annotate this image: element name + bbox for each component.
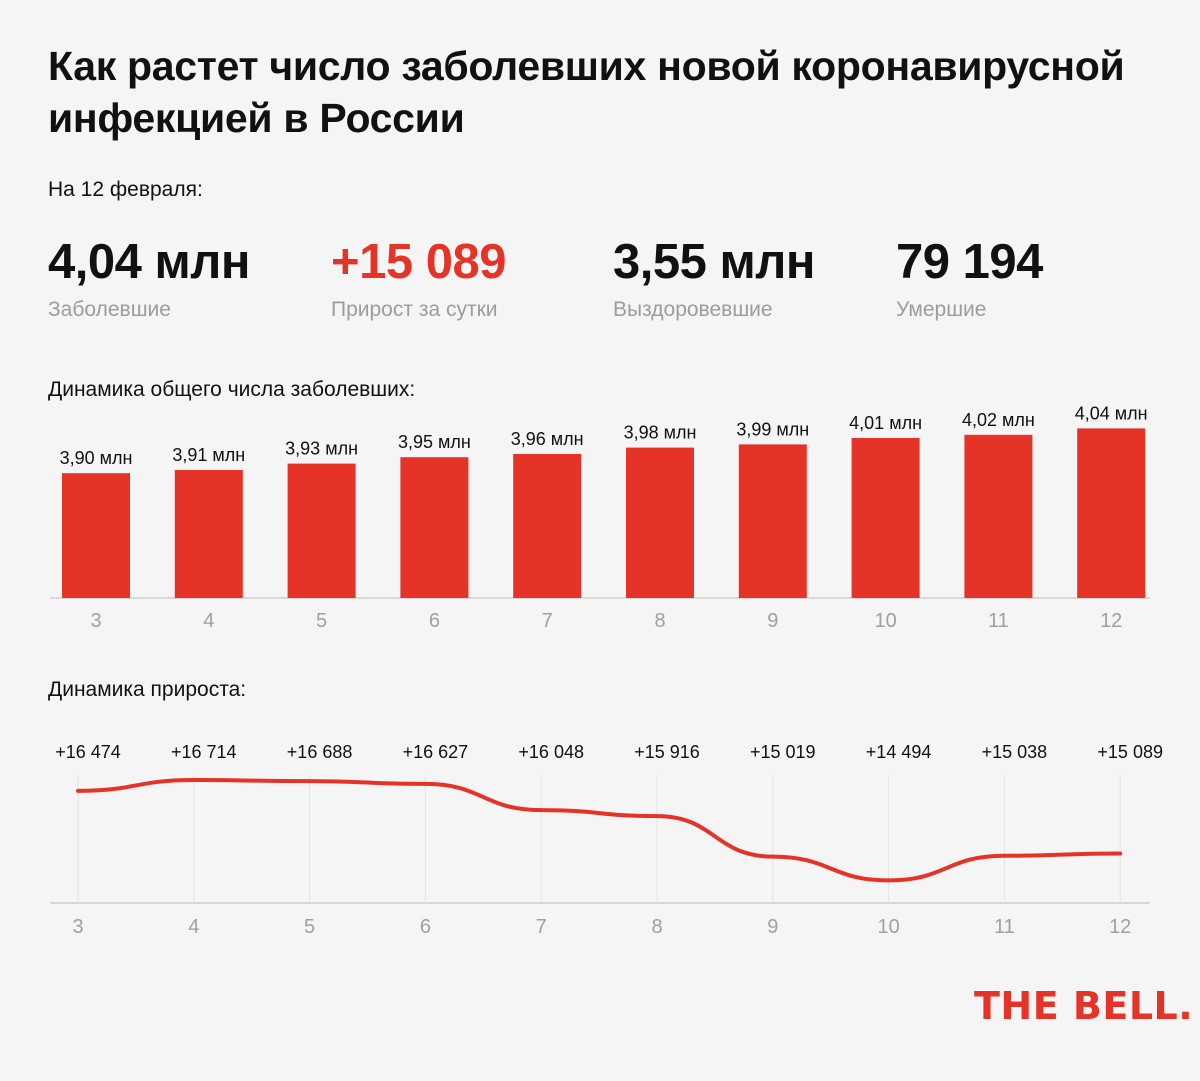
bar-value-label: 4,01 млн xyxy=(849,413,922,433)
bar-5 xyxy=(287,463,356,598)
bar-x-tick-label: 12 xyxy=(1100,610,1122,632)
line-x-tick-label: 7 xyxy=(536,916,547,938)
bar-x-tick-label: 11 xyxy=(988,610,1009,632)
bar-chart-title: Динамика общего числа заболевших: xyxy=(48,378,416,401)
stat-recovered: 3,55 млн Выздоровевшие xyxy=(613,232,815,322)
daily-increase-line xyxy=(76,777,1123,883)
line-x-tick-label: 4 xyxy=(188,916,199,938)
bar-6 xyxy=(400,457,469,598)
stat-deaths: 79 194 Умершие xyxy=(896,232,1043,322)
line-x-tick-label: 6 xyxy=(420,916,431,938)
bar-x-tick-label: 8 xyxy=(654,610,665,632)
line-x-tick-label: 11 xyxy=(994,916,1015,938)
bar-value-label: 3,91 млн xyxy=(172,445,245,465)
line-value-label: +16 048 xyxy=(518,742,584,762)
line-x-tick-label: 8 xyxy=(651,916,662,938)
bar-value-label: 3,93 млн xyxy=(285,439,358,459)
stat-cases: 4,04 млн Заболевшие xyxy=(48,232,250,322)
chart-title: Как растет число заболевших новой корона… xyxy=(48,43,1125,141)
stat-cases-label: Заболевшие xyxy=(48,298,171,321)
line-x-tick-label: 10 xyxy=(877,916,899,938)
bar-value-label: 4,04 млн xyxy=(1075,403,1148,423)
bar-x-tick-label: 9 xyxy=(767,610,778,632)
line-chart-title: Динамика прироста: xyxy=(48,678,247,701)
bar-3 xyxy=(62,473,130,598)
stat-cases-value: 4,04 млн xyxy=(48,235,250,289)
bar-10 xyxy=(851,438,920,598)
as-of-date: На 12 февраля: xyxy=(48,178,203,201)
bar-x-tick-label: 6 xyxy=(429,610,440,632)
stat-daily-increase-value: +15 089 xyxy=(331,235,507,289)
line-value-label: +16 627 xyxy=(403,742,469,762)
line-value-label: +16 714 xyxy=(171,742,237,762)
line-x-tick-label: 9 xyxy=(767,916,778,938)
bar-8 xyxy=(626,447,694,598)
line-x-tick-label: 3 xyxy=(72,916,83,938)
bar-11 xyxy=(964,434,1033,598)
bar-x-tick-label: 3 xyxy=(90,610,101,632)
bar-value-label: 3,98 млн xyxy=(624,423,697,443)
bar-value-label: 4,02 млн xyxy=(962,410,1035,430)
line-value-label: +16 688 xyxy=(287,742,353,762)
the-bell-logo: THE BELL. xyxy=(974,984,1194,1028)
line-value-label: +16 474 xyxy=(55,742,121,762)
bar-value-label: 3,95 млн xyxy=(398,432,471,452)
stat-deaths-value: 79 194 xyxy=(896,235,1043,289)
bar-x-tick-label: 7 xyxy=(542,610,553,632)
bar-7 xyxy=(513,454,582,598)
bar-4 xyxy=(174,470,243,598)
bar-value-label: 3,90 млн xyxy=(60,448,133,468)
stat-daily-increase: +15 089 Прирост за сутки xyxy=(331,232,507,322)
bar-12 xyxy=(1077,428,1146,598)
line-value-label: +15 916 xyxy=(634,742,700,762)
bar-value-label: 3,99 млн xyxy=(736,419,809,439)
stat-recovered-label: Выздоровевшие xyxy=(613,298,773,321)
bar-value-label: 3,96 млн xyxy=(511,429,584,449)
line-x-tick-label: 12 xyxy=(1109,916,1131,938)
line-x-tick-label: 5 xyxy=(304,916,315,938)
line-value-label: +15 038 xyxy=(982,742,1048,762)
stat-daily-increase-label: Прирост за сутки xyxy=(331,298,498,321)
bar-x-tick-label: 10 xyxy=(874,610,896,632)
stat-deaths-label: Умершие xyxy=(896,298,987,321)
line-value-label: +15 089 xyxy=(1097,742,1163,762)
bar-9 xyxy=(738,444,807,598)
line-value-label: +14 494 xyxy=(866,742,932,762)
bar-x-tick-label: 5 xyxy=(316,610,327,632)
line-value-label: +15 019 xyxy=(750,742,816,762)
bar-x-tick-label: 4 xyxy=(203,610,214,632)
stat-recovered-value: 3,55 млн xyxy=(613,235,815,289)
